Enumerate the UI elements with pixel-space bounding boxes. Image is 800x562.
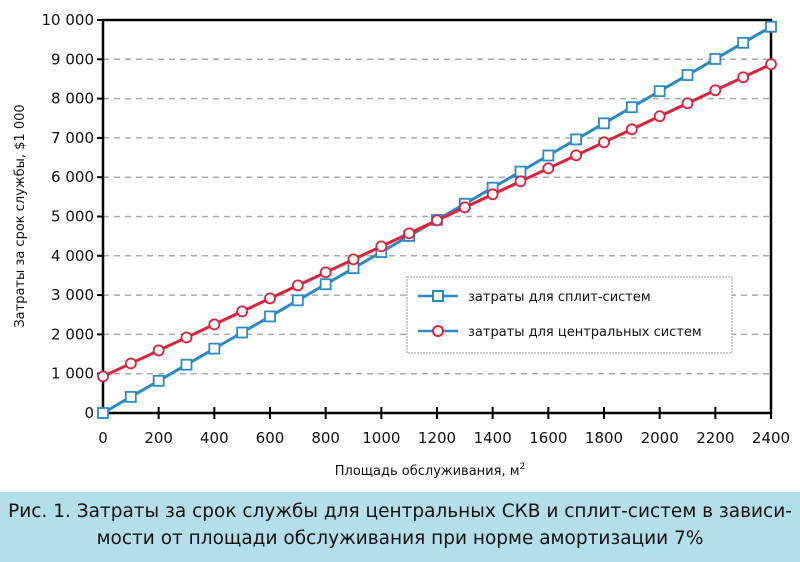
data-point-circle (514, 175, 527, 188)
data-point-square (625, 101, 638, 114)
data-point-square (180, 358, 193, 371)
data-point-square (291, 294, 304, 307)
x-tick-label: 200 (144, 429, 173, 447)
data-point-circle (598, 136, 610, 149)
data-point-circle (431, 214, 443, 227)
data-point-square (208, 342, 221, 355)
data-point-circle (737, 71, 750, 84)
data-point-circle (653, 110, 666, 123)
y-tick-label: 5 000 (51, 208, 94, 226)
data-point-square (319, 278, 332, 291)
data-point-circle (542, 162, 555, 175)
data-point-circle (681, 97, 694, 110)
data-point-circle (458, 201, 471, 214)
y-tick-label: 9 000 (51, 50, 94, 68)
x-tick-label: 2200 (696, 429, 734, 447)
data-point-circle (570, 149, 583, 162)
data-point-circle (375, 240, 388, 253)
data-point-square (709, 53, 722, 65)
x-tick-label: 2400 (752, 429, 790, 447)
data-point-circle (765, 58, 777, 71)
x-tick-label: 1200 (418, 429, 456, 447)
data-point-square (124, 390, 137, 403)
legend-entry-central: затраты для центральных систем (468, 325, 702, 340)
data-point-square (152, 374, 165, 387)
data-point-circle (124, 357, 137, 370)
x-tick-label: 600 (256, 429, 285, 447)
y-tick-label: 2 000 (51, 325, 94, 343)
x-tick-label: 0 (98, 429, 108, 447)
legend-circle-marker (432, 325, 444, 337)
legend: затраты для сплит-систем затраты для цен… (406, 276, 733, 354)
x-axis-label: Площадь обслуживания, м2 (335, 462, 526, 479)
data-point-circle (264, 292, 276, 305)
data-point-circle (625, 123, 638, 136)
x-tick-label: 1000 (362, 429, 400, 447)
y-tick-label: 7 000 (51, 129, 94, 147)
data-point-circle (319, 266, 332, 279)
x-tick-label: 1800 (585, 429, 623, 447)
data-point-circle (403, 227, 416, 240)
plot-frame (101, 18, 773, 415)
data-point-circle (291, 279, 304, 292)
figure-caption: Рис. 1. Затраты за срок службы для центр… (0, 492, 800, 562)
data-point-square (542, 149, 555, 162)
caption-line-2: мости от площади обслуживания при норме … (96, 528, 704, 549)
y-tick-label: 8 000 (51, 90, 94, 108)
data-point-circle (152, 344, 165, 357)
data-point-circle (180, 331, 193, 344)
x-tick-label: 1600 (529, 429, 567, 447)
data-point-circle (709, 84, 722, 97)
data-point-circle (208, 318, 221, 331)
data-point-square (570, 133, 583, 146)
caption-line-1: Рис. 1. Затраты за срок службы для центр… (8, 501, 792, 522)
data-point-circle (486, 188, 499, 201)
data-point-square (264, 310, 276, 323)
y-tick-label: 4 000 (51, 247, 94, 265)
data-point-square (97, 407, 109, 419)
y-axis-label: Затраты за срок службы, $1 000 (13, 104, 28, 327)
data-point-circle (347, 253, 360, 266)
x-tick-label: 400 (200, 429, 229, 447)
data-point-square (236, 326, 249, 339)
data-point-square (737, 36, 750, 49)
y-tick-label: 10 000 (42, 11, 95, 29)
data-point-square (653, 85, 666, 98)
y-tick-label: 1 000 (51, 365, 94, 383)
data-point-square (514, 165, 527, 178)
y-tick-label: 0 (84, 404, 94, 422)
chart: 0 1 000 2 000 3 000 4 000 5 000 6 000 7 000 8 00… (13, 11, 790, 479)
x-tick-label: 1400 (474, 429, 512, 447)
data-point-square (598, 117, 610, 130)
data-point-circle (236, 305, 249, 318)
legend-square-marker (432, 290, 444, 302)
y-tick-label: 3 000 (51, 286, 94, 304)
x-tick-label: 2000 (641, 429, 679, 447)
data-point-square (681, 69, 694, 81)
data-point-square (765, 20, 777, 33)
data-point-circle (97, 370, 109, 383)
y-tick-label: 6 000 (51, 168, 94, 186)
x-tick-label: 800 (311, 429, 340, 447)
legend-entry-split: затраты для сплит-систем (468, 290, 651, 305)
